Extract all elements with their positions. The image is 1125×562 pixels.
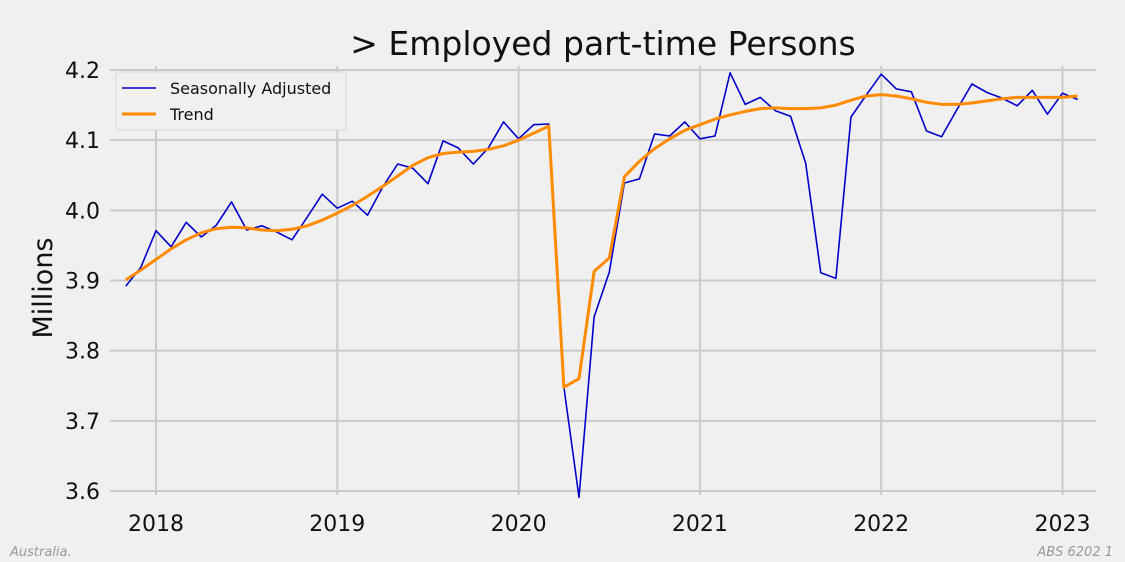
footer-left: Australia.	[10, 545, 72, 560]
series-line-seasonally-adjusted	[125, 72, 1078, 499]
y-tick-label: 3.9	[65, 270, 100, 295]
x-tick-label: 2022	[853, 512, 909, 537]
legend: Seasonally Adjusted Trend	[115, 71, 347, 131]
x-tick-label: 2021	[672, 512, 728, 537]
y-tick-label: 3.7	[65, 410, 100, 435]
y-tick-label: 3.8	[65, 340, 100, 365]
legend-label-trend: Trend	[169, 105, 214, 124]
y-tick-label: 4.0	[65, 199, 100, 224]
y-tick-label: 3.6	[65, 480, 100, 505]
series-lines	[124, 72, 1078, 499]
legend-label-seasonally-adjusted: Seasonally Adjusted	[170, 79, 331, 98]
x-tick-label: 2019	[309, 512, 365, 537]
grid	[110, 66, 1096, 495]
series-line-trend	[124, 93, 1078, 389]
footer-right: ABS 6202 1	[1037, 545, 1113, 560]
y-axis-label: Millions	[28, 238, 59, 339]
y-tick-label: 4.1	[65, 129, 100, 154]
x-tick-label: 2020	[491, 512, 547, 537]
y-tick-label: 4.2	[65, 59, 100, 84]
y-tick-labels: 3.6 3.7 3.8 3.9 4.0 4.1 4.2	[65, 59, 100, 505]
x-tick-label: 2018	[128, 512, 184, 537]
chart-title: > Employed part-time Persons	[350, 24, 855, 63]
x-tick-labels: 2018 2019 2020 2021 2022 2023	[128, 512, 1091, 537]
x-tick-label: 2023	[1035, 512, 1091, 537]
